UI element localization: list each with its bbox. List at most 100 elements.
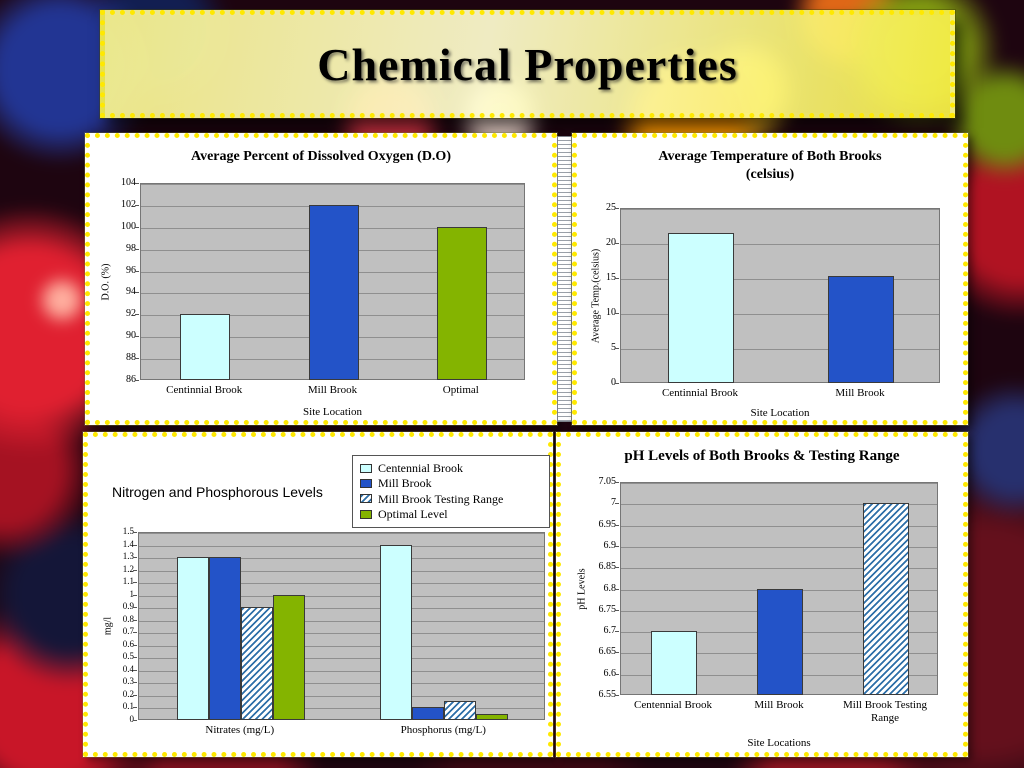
gridline — [139, 595, 544, 597]
bar — [180, 314, 231, 380]
gridline — [621, 244, 939, 245]
y-tick-label: 15 — [606, 272, 616, 283]
y-tick-label: 6.7 — [603, 625, 617, 637]
legend-swatch — [360, 479, 372, 489]
y-tick-mark — [615, 588, 619, 590]
y-tick-mark — [135, 358, 139, 360]
legend-label: Mill Brook Testing Range — [378, 491, 504, 506]
y-tick-label: 0.4 — [122, 663, 134, 674]
y-tick-mark — [615, 567, 619, 569]
y-tick-label: 1.4 — [122, 538, 134, 549]
category-label: Centinnial Brook — [661, 387, 739, 399]
y-tick-mark — [133, 644, 137, 646]
y-tick-label: 1.1 — [122, 576, 134, 587]
chart-title: pH Levels of Both Brooks & Testing Range — [624, 448, 900, 464]
legend-item: Mill Brook Testing Range — [360, 492, 542, 506]
y-tick-mark — [615, 673, 619, 675]
legend-item: Centennial Brook — [360, 461, 542, 475]
gridline — [139, 708, 544, 710]
y-axis-title: D.O. (%) — [100, 263, 112, 300]
bar — [240, 607, 273, 720]
y-tick-label: 90 — [126, 330, 136, 342]
y-tick-label: 104 — [121, 177, 136, 188]
y-tick-label: 6.8 — [603, 582, 617, 594]
gridline — [139, 583, 544, 585]
y-tick-mark — [615, 278, 619, 279]
panel-temperature: Average Temperature of Both Brooks (cels… — [571, 132, 969, 426]
y-axis-title: pH Levels — [576, 567, 588, 610]
gridline — [621, 568, 937, 570]
gridline — [139, 533, 544, 534]
y-tick-mark — [133, 569, 137, 571]
panel-nitrogen-phosphorous: Nitrogen and Phosphorous Levels 0 0.1 0.2 0.… — [82, 431, 554, 758]
y-axis-title: Average Temp.(celsius) — [590, 248, 602, 343]
gridline — [139, 695, 544, 697]
y-tick-label: 6.95 — [598, 518, 617, 530]
y-tick-label: 25 — [606, 202, 616, 213]
y-tick-mark — [615, 524, 619, 526]
y-tick-mark — [615, 313, 619, 314]
category-label: Nitrates (mg/L) — [205, 724, 275, 736]
gridline — [621, 279, 939, 280]
y-tick-mark — [135, 314, 139, 316]
gridline — [621, 209, 939, 210]
y-tick-label: 94 — [126, 286, 136, 298]
category-label: Centinnial Brook — [166, 384, 243, 396]
gridline — [139, 570, 544, 572]
bar — [380, 544, 413, 720]
y-tick-mark — [133, 669, 137, 671]
gridline — [141, 184, 524, 185]
dissolved-oxygen-chart: Average Percent of Dissolved Oxygen (D.O… — [90, 138, 552, 420]
bar — [176, 557, 209, 720]
binder-strip — [557, 136, 572, 422]
y-tick-mark — [133, 557, 137, 559]
bar — [651, 631, 697, 695]
y-tick-label: 92 — [126, 308, 136, 320]
y-tick-label: 6.75 — [598, 603, 617, 615]
category-label: Optimal — [442, 384, 479, 396]
y-tick-mark — [133, 707, 137, 709]
legend-label: Optimal Level — [378, 507, 448, 522]
bar — [863, 503, 909, 695]
x-axis-title: Site Location — [303, 406, 362, 418]
y-tick-mark — [615, 609, 619, 611]
y-tick-label: 0.7 — [122, 626, 134, 637]
y-axis-title: mg/l — [102, 616, 114, 636]
gridline — [621, 349, 939, 350]
y-tick-label: 1.2 — [122, 563, 134, 574]
y-tick-mark — [133, 532, 137, 533]
y-tick-label: 0.6 — [122, 638, 134, 649]
y-tick-mark — [615, 652, 619, 654]
temperature-chart: Average Temperature of Both Brooks (cels… — [577, 138, 963, 420]
bar — [444, 701, 477, 720]
y-tick-label: 1.3 — [122, 551, 134, 562]
chart-title: Nitrogen and Phosphorous Levels — [112, 484, 323, 500]
plot-area — [620, 208, 940, 383]
y-tick-label: 88 — [126, 352, 136, 364]
y-tick-mark — [133, 607, 137, 609]
plot-area — [138, 532, 545, 720]
y-tick-label: 0.2 — [122, 688, 134, 699]
legend-swatch — [360, 494, 372, 504]
y-tick-mark — [133, 682, 137, 684]
gridline — [139, 608, 544, 610]
y-tick-mark — [135, 226, 139, 228]
y-tick-mark — [133, 632, 137, 634]
y-tick-mark — [133, 720, 137, 721]
y-tick-mark — [133, 694, 137, 696]
y-tick-mark — [615, 383, 619, 384]
category-label: Mill Brook Testing Range — [843, 699, 927, 724]
gridline — [139, 633, 544, 635]
y-tick-label: 6.55 — [598, 689, 617, 700]
gridline — [139, 545, 544, 547]
legend-item: Optimal Level — [360, 507, 542, 521]
y-tick-label: 0.1 — [122, 701, 134, 712]
y-tick-mark — [135, 336, 139, 338]
y-tick-label: 0.9 — [122, 601, 134, 612]
slide-title: Chemical Properties — [317, 38, 738, 90]
y-tick-label: 100 — [121, 220, 136, 232]
bar — [412, 707, 445, 720]
y-tick-mark — [135, 183, 139, 184]
y-tick-mark — [133, 594, 137, 596]
